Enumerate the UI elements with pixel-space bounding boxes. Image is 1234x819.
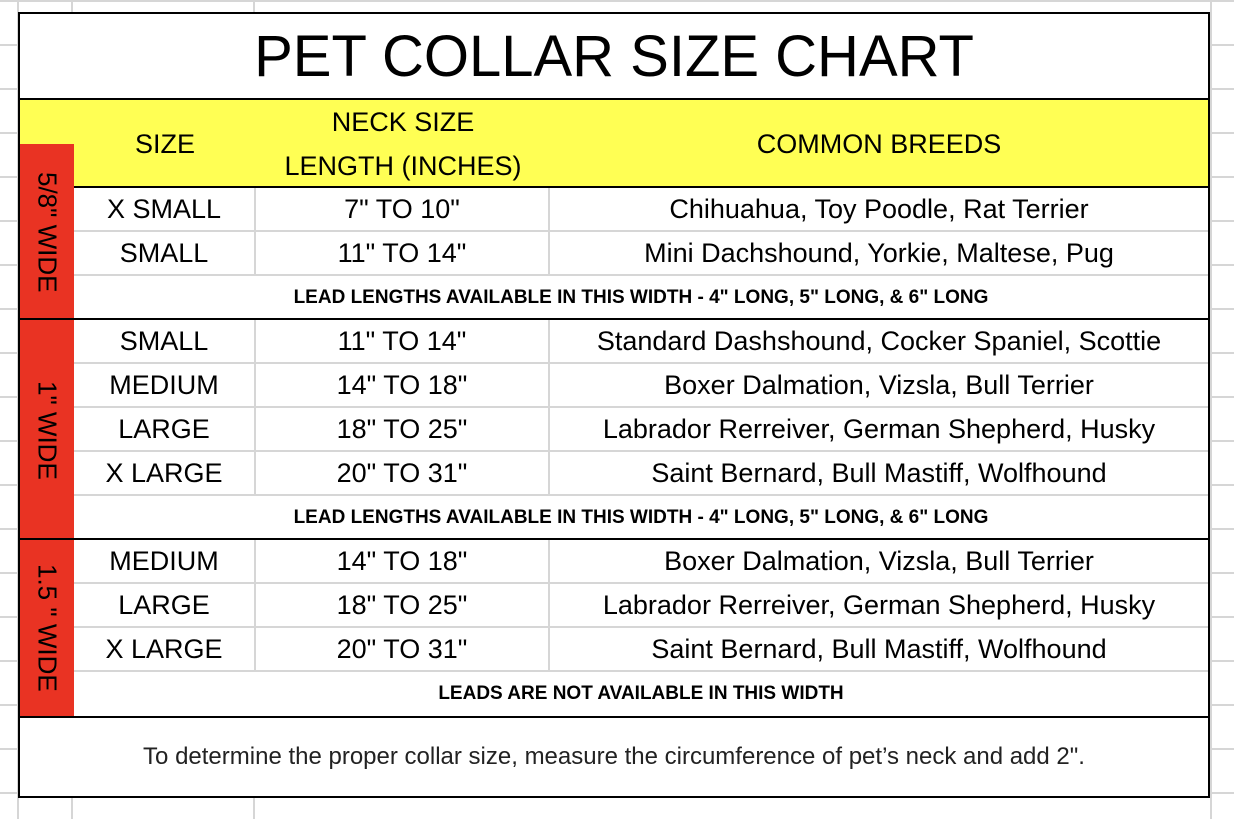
neck-size-cell: 11" TO 14" xyxy=(256,232,550,276)
width-label: 1" WIDE xyxy=(20,320,74,540)
neck-size-cell: 14" TO 18" xyxy=(256,540,550,584)
neck-size-cell: 18" TO 25" xyxy=(256,584,550,628)
neck-size-cell: 14" TO 18" xyxy=(256,364,550,408)
breeds-cell: Boxer Dalmation, Vizsla, Bull Terrier xyxy=(550,540,1208,584)
width-label: 1.5 " WIDE xyxy=(20,540,74,716)
header-common-breeds: COMMON BREEDS xyxy=(550,100,1208,188)
header-neck-line1: NECK SIZE xyxy=(331,107,475,137)
width-label-text: 5/8" WIDE xyxy=(32,171,63,293)
width-label: 5/8" WIDE xyxy=(20,144,74,320)
lead-note: LEAD LENGTHS AVAILABLE IN THIS WIDTH - 4… xyxy=(293,507,989,528)
size-cell: SMALL xyxy=(74,232,256,276)
breeds-cell: Chihuahua, Toy Poodle, Rat Terrier xyxy=(550,188,1208,232)
breeds-cell: Standard Dashshound, Cocker Spaniel, Sco… xyxy=(550,320,1208,364)
size-chart-table: PET COLLAR SIZE CHART SIZE NECK SIZE LEN… xyxy=(18,12,1210,798)
neck-size-cell: 18" TO 25" xyxy=(256,408,550,452)
header-divider xyxy=(74,186,1208,188)
footer-instructions: To determine the proper collar size, mea… xyxy=(20,716,1208,796)
group-divider xyxy=(20,538,1208,540)
header-size: SIZE xyxy=(74,100,256,188)
neck-size-cell: 20" TO 31" xyxy=(256,452,550,496)
width-label-text: 1" WIDE xyxy=(32,380,63,480)
size-cell: MEDIUM xyxy=(74,540,256,584)
chart-title: PET COLLAR SIZE CHART xyxy=(20,14,1208,100)
group-divider xyxy=(20,318,1208,320)
lead-note: LEAD LENGTHS AVAILABLE IN THIS WIDTH - 4… xyxy=(293,287,989,308)
size-cell: X LARGE xyxy=(74,452,256,496)
size-cell: MEDIUM xyxy=(74,364,256,408)
neck-size-cell: 7" TO 10" xyxy=(256,188,550,232)
header-neck-size: NECK SIZE LENGTH (INCHES) xyxy=(256,100,550,188)
breeds-cell: Labrador Rerreiver, German Shepherd, Hus… xyxy=(550,408,1208,452)
breeds-cell: Saint Bernard, Bull Mastiff, Wolfhound xyxy=(550,628,1208,672)
neck-size-cell: 20" TO 31" xyxy=(256,628,550,672)
breeds-cell: Saint Bernard, Bull Mastiff, Wolfhound xyxy=(550,452,1208,496)
header-neck-line2: LENGTH (INCHES) xyxy=(284,151,522,181)
breeds-cell: Mini Dachshound, Yorkie, Maltese, Pug xyxy=(550,232,1208,276)
size-cell: SMALL xyxy=(74,320,256,364)
neck-size-cell: 11" TO 14" xyxy=(256,320,550,364)
breeds-cell: Labrador Rerreiver, German Shepherd, Hus… xyxy=(550,584,1208,628)
size-cell: X LARGE xyxy=(74,628,256,672)
size-cell: X SMALL xyxy=(74,188,256,232)
breeds-cell: Boxer Dalmation, Vizsla, Bull Terrier xyxy=(550,364,1208,408)
size-cell: LARGE xyxy=(74,408,256,452)
size-cell: LARGE xyxy=(74,584,256,628)
lead-note: LEADS ARE NOT AVAILABLE IN THIS WIDTH xyxy=(438,683,844,704)
width-label-text: 1.5 " WIDE xyxy=(32,564,63,692)
